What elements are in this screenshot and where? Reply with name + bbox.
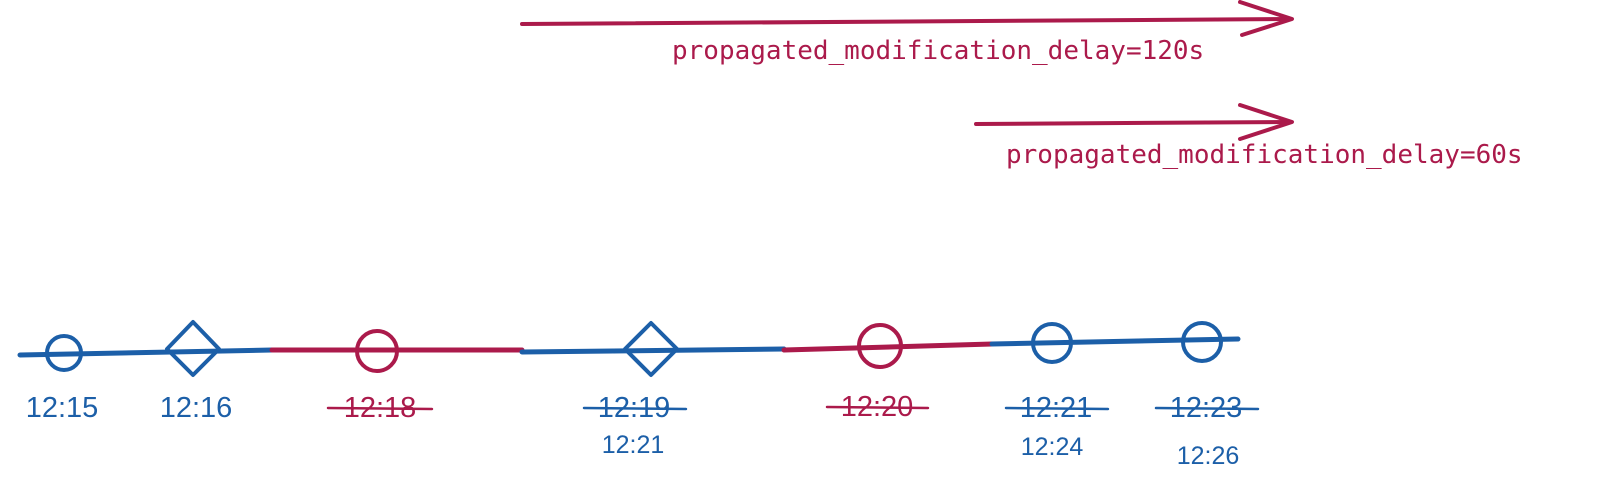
timeline-segment xyxy=(781,341,995,353)
event-new-time-label: 12:21 xyxy=(602,431,665,459)
event-time-label: 12:15 xyxy=(26,392,99,424)
delay-120s-arrow-shaft xyxy=(520,17,1292,26)
time-strikethrough xyxy=(582,406,688,411)
event-12-15: 12:15 xyxy=(26,334,99,424)
event-time-label: 12:16 xyxy=(160,392,233,424)
delay-120s-arrow-head xyxy=(1238,0,1294,37)
event-circle-marker xyxy=(355,329,399,373)
event-circle-marker xyxy=(857,323,903,369)
delay-60s-arrow-head xyxy=(1238,103,1294,141)
event-circle-marker xyxy=(1181,321,1223,363)
event-new-time-label: 12:26 xyxy=(1177,442,1240,470)
delay-60s-arrow-shaft xyxy=(974,120,1292,126)
event-new-time-label: 12:24 xyxy=(1021,433,1084,461)
time-strikethrough xyxy=(1004,406,1110,411)
event-12-19: 12:19 12:21 xyxy=(582,321,688,459)
delay-60s-arrow: propagated_modification_delay=60s xyxy=(974,103,1523,170)
event-12-20: 12:20 xyxy=(825,323,930,423)
time-strikethrough xyxy=(825,405,930,410)
timeline-segment xyxy=(519,346,787,355)
event-12-21: 12:21 12:24 xyxy=(1004,322,1110,461)
event-circle-marker xyxy=(45,334,83,372)
event-12-18: 12:18 xyxy=(326,329,434,424)
timeline-segment xyxy=(989,336,1241,347)
event-diamond-marker xyxy=(165,320,221,377)
delay-120s-label: propagated_modification_delay=120s xyxy=(672,36,1204,66)
timeline-segment xyxy=(17,347,275,358)
time-strikethrough xyxy=(1154,406,1260,411)
time-strikethrough xyxy=(326,406,434,411)
delay-120s-arrow: propagated_modification_delay=120s xyxy=(520,0,1294,66)
event-circle-marker xyxy=(1031,322,1073,364)
event-diamond-marker xyxy=(623,321,679,377)
event-12-16: 12:16 xyxy=(160,320,233,424)
delay-60s-label: propagated_modification_delay=60s xyxy=(1006,140,1523,170)
event-12-23: 12:23 12:26 xyxy=(1154,321,1260,470)
